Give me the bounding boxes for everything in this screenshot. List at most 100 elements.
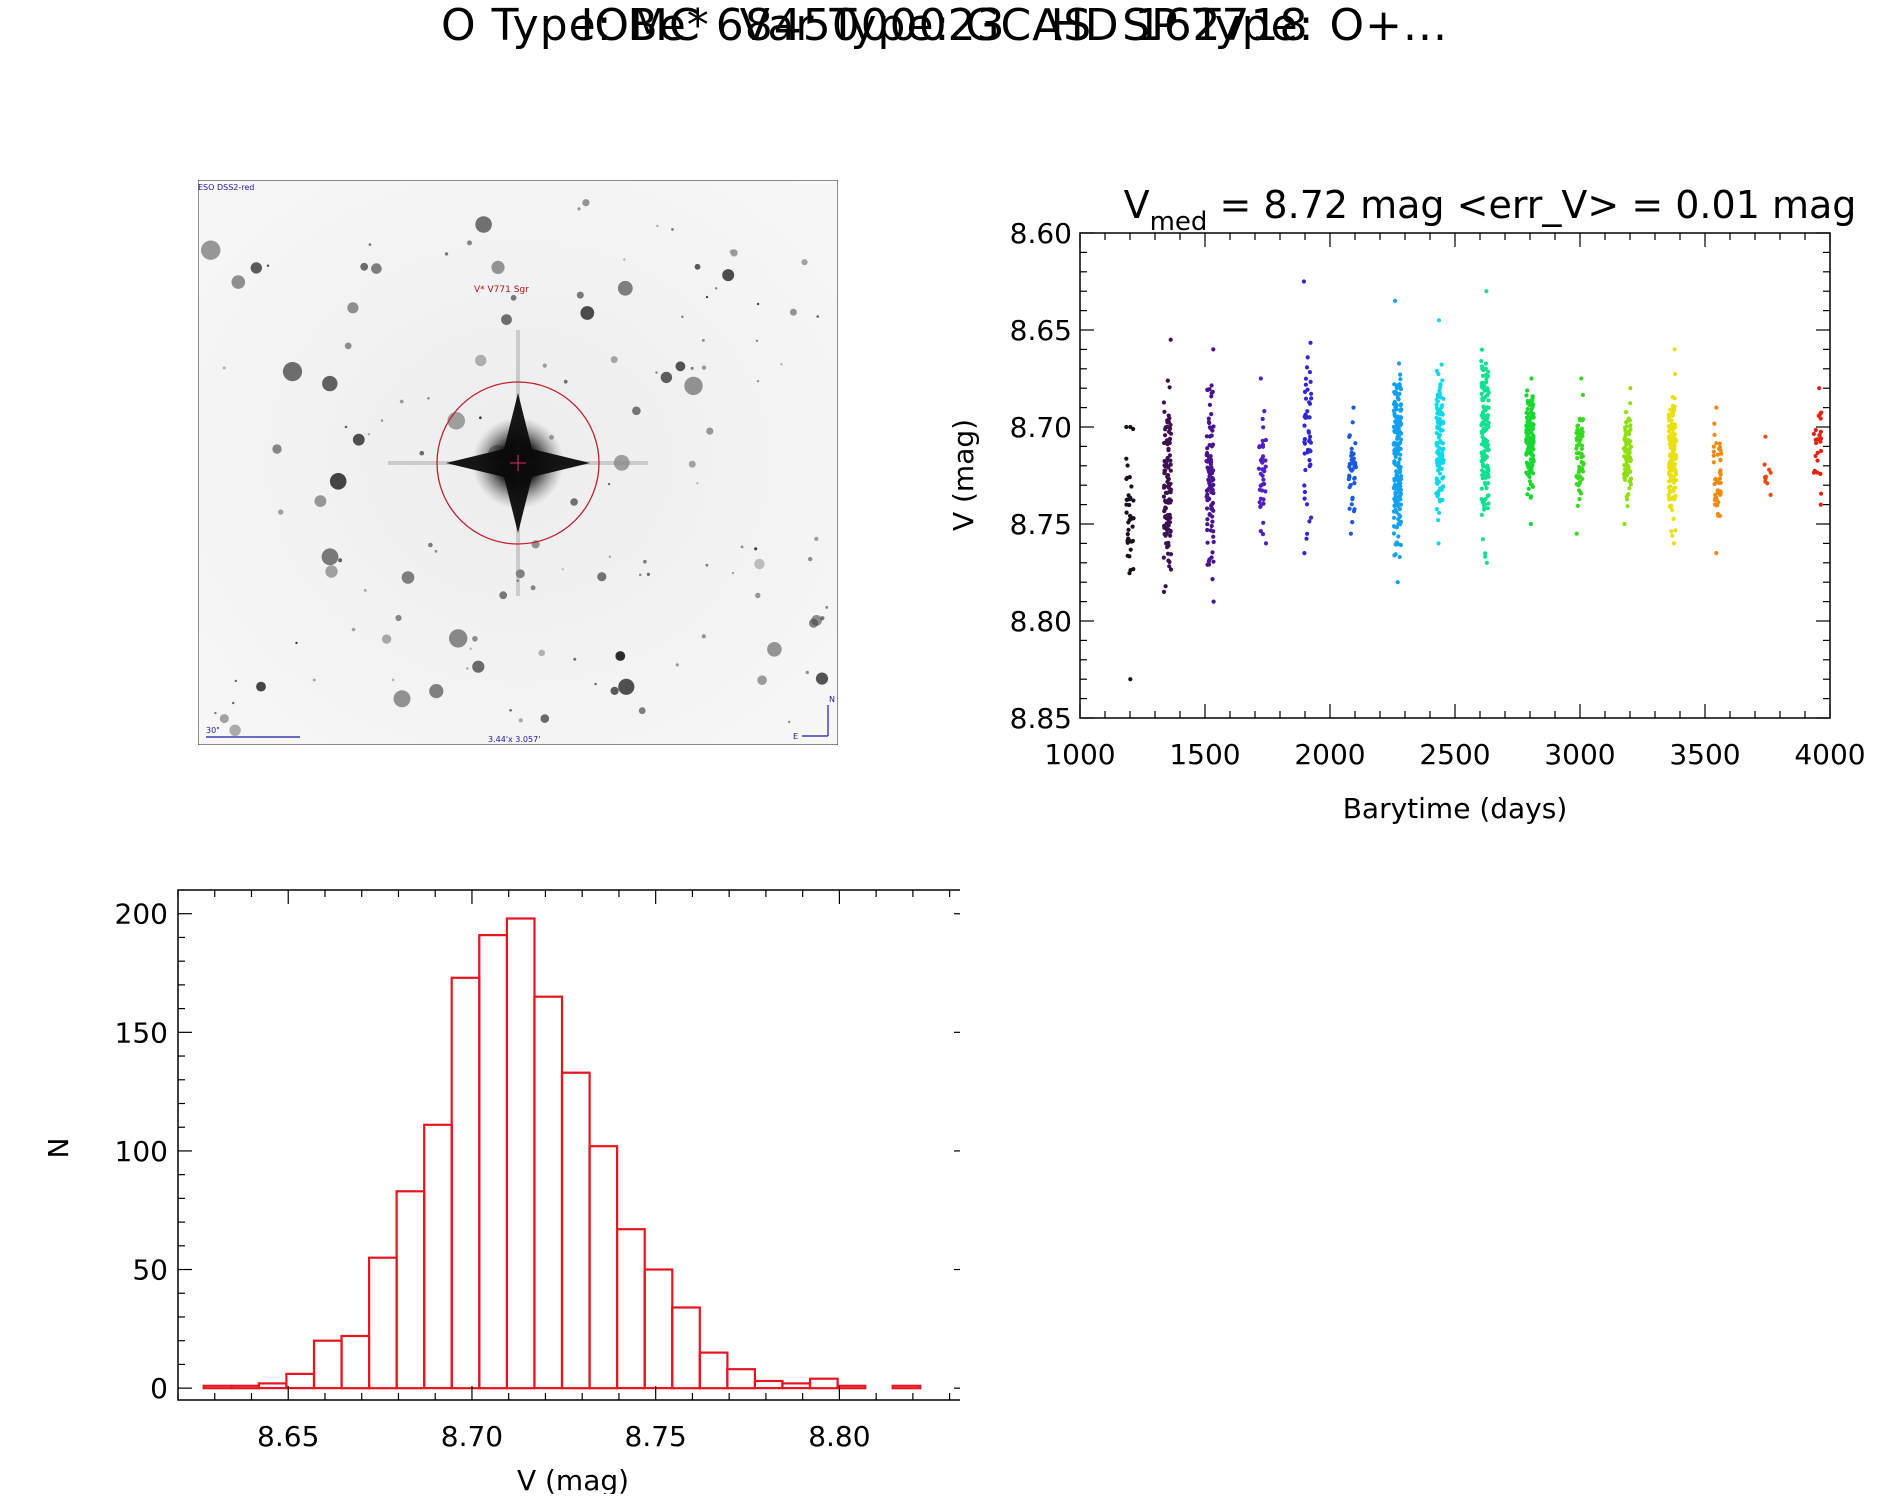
field-star	[701, 365, 707, 370]
data-point	[1711, 444, 1716, 449]
field-star	[395, 614, 402, 622]
field-star	[347, 302, 359, 314]
data-point	[1485, 448, 1490, 453]
field-star	[338, 558, 343, 563]
data-point	[1482, 444, 1488, 449]
field-star	[607, 482, 611, 486]
field-star	[516, 579, 519, 582]
data-point	[1819, 410, 1824, 415]
data-point	[1205, 540, 1210, 545]
data-point	[1391, 441, 1396, 446]
data-point	[1818, 416, 1823, 421]
data-point	[1526, 401, 1531, 406]
data-point	[1579, 451, 1584, 456]
field-star	[515, 569, 525, 579]
field-star	[610, 686, 619, 695]
page-subtitle: O Type: Be* Var Type: GCAS SP Type: O+..…	[441, 0, 1448, 51]
data-point	[1124, 456, 1129, 461]
data-point	[1126, 527, 1131, 532]
data-point	[1714, 551, 1719, 556]
data-point	[1211, 539, 1216, 545]
data-point	[1718, 492, 1723, 497]
data-point	[1392, 411, 1397, 416]
field-star	[499, 591, 508, 600]
data-point	[1479, 450, 1484, 455]
data-point	[1124, 502, 1129, 507]
data-point	[1482, 506, 1487, 511]
field-star	[447, 412, 465, 430]
light-curve-title: Vmed = 8.72 mag <err_V> = 0.01 mag	[1124, 183, 1857, 237]
data-point	[1164, 458, 1169, 463]
data-point	[1666, 485, 1672, 490]
field-star	[282, 362, 303, 382]
data-point	[1528, 430, 1533, 435]
data-point	[1209, 383, 1214, 388]
data-point	[1819, 491, 1824, 496]
data-point	[1486, 471, 1491, 477]
data-point	[1393, 542, 1398, 547]
data-point	[1440, 450, 1445, 455]
histogram-bar	[533, 995, 564, 1390]
data-point	[1309, 515, 1314, 520]
data-point	[1397, 554, 1402, 560]
data-point	[1714, 405, 1719, 410]
data-point	[1261, 477, 1266, 482]
x-tick-label: 2500	[1419, 738, 1490, 771]
data-point	[1211, 529, 1216, 534]
x-tick-label: 1000	[1044, 738, 1115, 771]
data-point	[1711, 449, 1716, 454]
field-star	[351, 627, 356, 632]
data-point	[1671, 449, 1676, 454]
histogram-bar	[368, 1256, 398, 1390]
data-point	[1818, 429, 1823, 434]
data-point	[1347, 485, 1352, 490]
data-point	[1712, 421, 1717, 426]
data-point	[1580, 476, 1585, 481]
data-point	[1163, 464, 1168, 469]
data-point	[1348, 531, 1353, 536]
data-point	[1480, 396, 1485, 401]
field-star	[518, 718, 523, 723]
field-star	[815, 672, 829, 685]
data-point	[1626, 453, 1631, 458]
data-point	[1399, 477, 1404, 482]
field-star	[542, 363, 547, 368]
field-star	[222, 366, 226, 370]
data-point	[1524, 393, 1529, 398]
field-star	[788, 720, 791, 724]
field-star	[449, 629, 468, 648]
data-point	[1205, 517, 1210, 522]
data-point	[1529, 462, 1534, 467]
histogram-bar	[726, 1368, 756, 1390]
data-point	[1167, 520, 1173, 525]
histogram-bar	[808, 1377, 839, 1390]
field-star	[694, 263, 701, 270]
field-star	[530, 585, 536, 591]
data-point	[1209, 503, 1214, 508]
field-star	[429, 684, 444, 699]
data-point	[1302, 439, 1307, 445]
data-point	[1530, 438, 1535, 443]
data-point	[1124, 510, 1129, 515]
data-point	[1168, 468, 1173, 473]
data-point	[1628, 444, 1633, 449]
data-point	[1436, 392, 1441, 397]
data-point	[1167, 436, 1173, 441]
data-point	[1260, 438, 1265, 443]
data-point	[1672, 461, 1677, 466]
data-point	[1130, 524, 1135, 529]
field-star	[250, 262, 262, 274]
histogram-bar	[781, 1382, 812, 1390]
histogram-bar	[478, 933, 508, 1390]
data-point	[1486, 398, 1491, 403]
scale-label: 30"	[206, 726, 220, 735]
data-point	[1211, 468, 1216, 473]
field-star	[367, 433, 371, 436]
field-star	[325, 565, 338, 578]
data-point	[1483, 441, 1488, 446]
data-point	[1303, 376, 1309, 381]
data-point	[1815, 458, 1820, 463]
data-point	[1207, 474, 1212, 479]
data-point	[1395, 580, 1400, 585]
y-tick-label: 8.80	[1010, 605, 1072, 638]
